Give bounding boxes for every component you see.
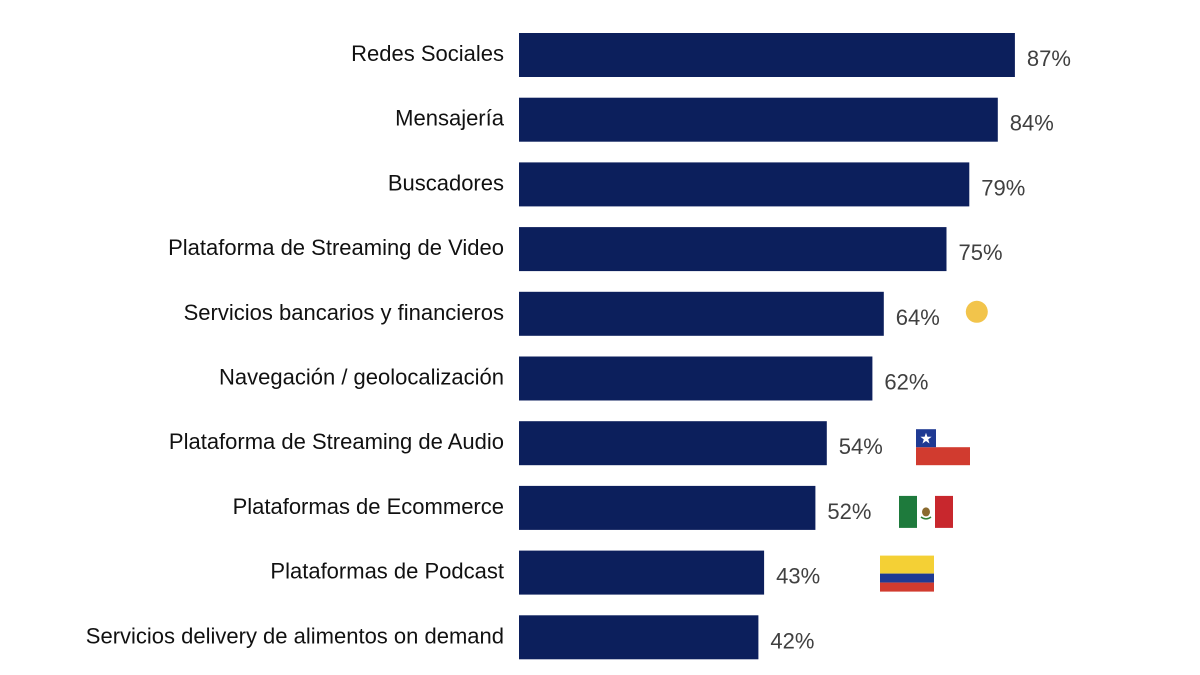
value-label: 54% [839,434,883,459]
category-label: Plataforma de Streaming de Audio [169,429,504,454]
bar [519,615,759,660]
bar [519,485,816,530]
bar [519,97,998,142]
chile-flag-icon [916,429,970,466]
value-label: 42% [770,628,814,653]
value-label: 79% [981,175,1025,200]
value-label: 64% [896,305,940,330]
bar [519,33,1015,77]
bar [519,162,970,207]
category-label: Plataformas de Podcast [270,559,504,584]
colombia-flag-icon [880,555,934,592]
mexico-flag-icon [899,495,953,528]
category-label: Redes Sociales [351,41,504,66]
bar [519,356,873,401]
category-label: Buscadores [388,170,504,195]
category-label: Plataformas de Ecommerce [233,494,504,519]
category-label: Navegación / geolocalización [219,365,504,390]
value-label: 43% [776,564,820,589]
category-label: Plataforma de Streaming de Video [168,235,504,260]
bar [519,227,947,272]
category-label: Servicios bancarios y financieros [184,300,504,325]
bar [519,291,884,336]
category-label: Mensajería [395,106,505,131]
value-label: 62% [884,370,928,395]
value-label: 84% [1010,111,1054,136]
value-label: 87% [1027,46,1071,71]
bar [519,421,827,466]
category-label: Servicios delivery de alimentos on deman… [86,623,504,648]
yellow-dot-marker [965,300,988,323]
value-label: 52% [827,499,871,524]
value-label: 75% [959,240,1003,265]
bar [519,550,765,595]
